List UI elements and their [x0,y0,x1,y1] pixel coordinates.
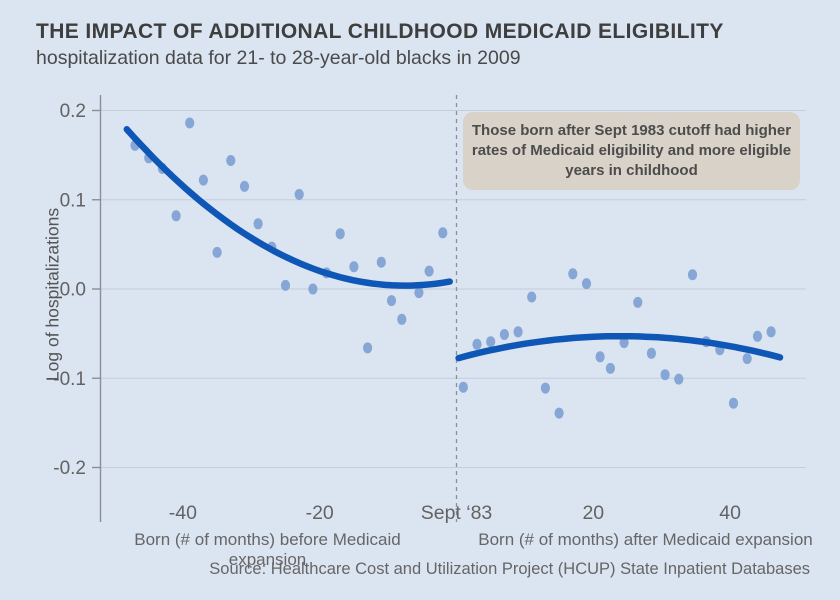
scatter-point [458,381,468,393]
x-tick-label: 20 [582,502,604,524]
scatter-point [766,326,776,338]
y-tick-label: 0.1 [60,190,86,211]
fit-curve-after [455,332,784,362]
scatter-point [619,337,629,349]
x-axis-label-after: Born (# of months) after Medicaid expans… [478,530,813,549]
scatter-point [687,269,698,281]
annotation-box: Those born after Sept 1983 cutoff had hi… [463,112,800,190]
scatter-point [280,279,291,291]
annotation-line: years in childhood [565,161,698,179]
scatter-point [253,218,263,230]
scatter-point [397,313,407,325]
scatter-point [513,326,523,338]
y-axis-label: Log of hospitalizations [42,207,63,382]
scatter-point [438,227,448,239]
cutoff-tick-label: Sept ‘83 [421,502,493,524]
chart-subtitle: hospitalization data for 21- to 28-year-… [36,47,521,69]
x-axis-label-before: Born (# of months) before Medicaid expan… [134,530,401,569]
scatter-point [595,351,605,363]
scatter-point [742,353,752,365]
scatter-point [554,407,564,419]
scatter-point [424,265,434,277]
scatter-point [646,347,657,359]
scatter-point [171,210,181,222]
scatter-point [581,278,592,290]
fit-curve-before [123,126,453,289]
scatter-point [414,287,424,299]
x-tick-label: -20 [306,502,334,524]
scatter-point [527,291,537,303]
scatter-point [239,180,250,192]
scatter-point [376,256,386,268]
scatter-point [540,382,551,394]
scatter-point [349,261,359,273]
scatter-point [185,117,195,129]
scatter-point [335,228,345,240]
chart-title: THE IMPACT OF ADDITIONAL CHILDHOOD MEDIC… [36,20,724,43]
x-tick-label: -40 [169,502,197,524]
y-tick-label: -0.1 [53,369,86,390]
scatter-point [752,330,763,342]
scatter-point [363,342,373,354]
scatter-point [605,362,616,374]
scatter-point [212,246,222,258]
scatter-point [226,155,236,166]
scatter-point [633,296,643,308]
annotation-line: Those born after Sept 1983 cutoff had hi… [471,122,792,139]
y-tick-label: -0.2 [53,458,86,479]
x-tick-label: 40 [719,502,741,524]
scatter-point [472,338,482,350]
scatter-point [386,295,397,307]
y-tick-label: 0.0 [60,280,86,301]
source-note: Source: Healthcare Cost and Utilization … [209,560,810,578]
scatter-point [660,369,670,381]
scatter-point [308,283,318,295]
annotation-line: rates of Medicaid eligibility and more e… [471,141,792,159]
y-tick-label: 0.2 [60,101,86,122]
scatter-point [728,397,739,409]
scatter-point [294,188,304,200]
scatter-point [568,268,578,280]
scatter-point [198,174,208,186]
scatter-point [674,373,684,385]
scatter-point [486,336,496,348]
scatter-point [499,329,509,340]
